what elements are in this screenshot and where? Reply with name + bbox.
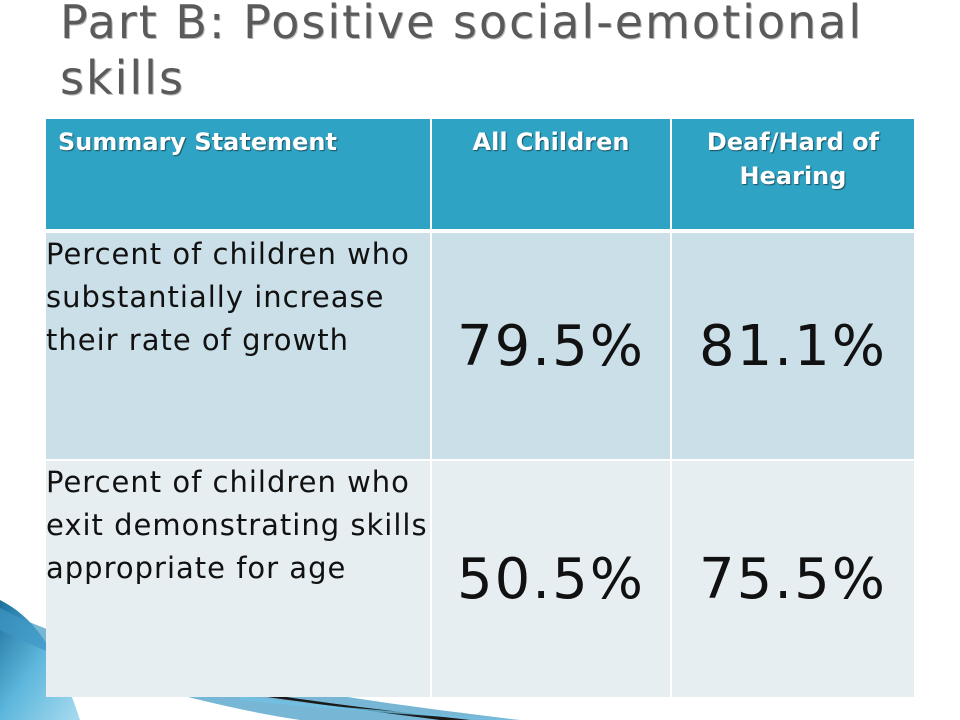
header-all-children: All Children	[431, 119, 672, 233]
title-line-1: Part B: Positive social-emotional	[60, 0, 864, 49]
row-value-all-children: 50.5%	[431, 460, 672, 697]
row-statement: Percent of children who exit demonstrati…	[46, 460, 432, 697]
summary-table: Summary Statement All Children Deaf/Hard…	[46, 119, 914, 697]
table-row: Percent of children who exit demonstrati…	[46, 460, 914, 697]
row-statement: Percent of children who substantially in…	[46, 231, 432, 461]
row-value-deaf-hard-of-hearing: 81.1%	[671, 231, 914, 461]
row-value-deaf-hard-of-hearing: 75.5%	[671, 460, 914, 697]
header-summary-statement: Summary Statement	[46, 119, 432, 233]
slide-title: Part B: Positive social-emotional skills	[60, 0, 940, 106]
row-value-all-children: 79.5%	[431, 231, 672, 461]
header-deaf-hard-of-hearing: Deaf/Hard of Hearing	[671, 119, 914, 233]
table-row: Percent of children who substantially in…	[46, 231, 914, 461]
title-line-2: skills	[60, 51, 185, 105]
table-header-row: Summary Statement All Children Deaf/Hard…	[46, 119, 914, 233]
